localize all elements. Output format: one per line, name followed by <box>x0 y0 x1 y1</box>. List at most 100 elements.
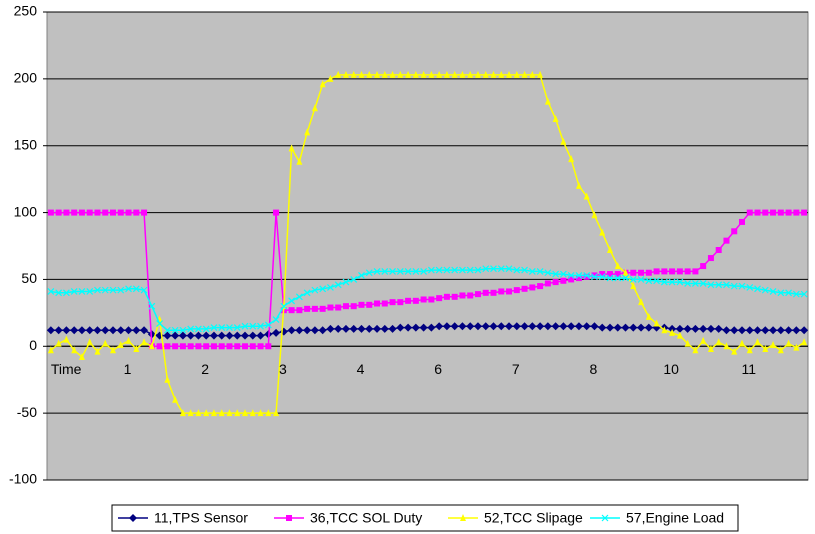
marker <box>389 70 396 78</box>
marker <box>459 292 466 299</box>
marker <box>754 209 761 216</box>
marker <box>567 271 575 279</box>
marker <box>319 285 327 293</box>
marker <box>661 326 668 334</box>
marker <box>357 324 366 333</box>
marker <box>303 289 311 297</box>
marker <box>171 331 180 340</box>
marker <box>70 326 79 335</box>
marker <box>117 340 124 348</box>
marker <box>575 181 582 189</box>
marker <box>179 326 187 334</box>
marker <box>366 70 373 78</box>
marker <box>792 326 801 335</box>
marker <box>164 343 171 350</box>
marker <box>242 343 249 350</box>
marker <box>793 209 800 216</box>
marker <box>218 343 225 350</box>
marker <box>148 342 155 350</box>
marker <box>754 338 761 346</box>
marker <box>575 271 583 279</box>
marker <box>319 80 326 88</box>
marker <box>210 409 217 417</box>
x-tick-label: 10 <box>663 361 679 377</box>
marker <box>691 324 700 333</box>
marker <box>210 343 217 350</box>
series-layer <box>46 70 809 417</box>
marker <box>210 324 218 331</box>
marker <box>78 288 86 295</box>
marker <box>288 307 295 314</box>
marker <box>55 289 63 297</box>
x-tick-label: Time <box>51 361 82 377</box>
marker <box>156 320 164 327</box>
marker <box>761 286 769 294</box>
marker <box>613 323 622 332</box>
marker <box>568 276 575 283</box>
marker <box>241 331 250 340</box>
marker <box>590 322 599 331</box>
marker <box>622 274 629 282</box>
marker <box>141 338 148 346</box>
marker <box>551 322 560 331</box>
marker <box>349 324 358 333</box>
marker <box>560 277 567 284</box>
marker <box>78 209 85 216</box>
marker <box>194 331 203 340</box>
legend-label: 52,TCC Slipage <box>484 510 583 526</box>
marker <box>101 286 109 294</box>
marker <box>692 346 699 354</box>
marker <box>412 70 419 78</box>
marker <box>374 300 381 307</box>
marker <box>645 312 652 320</box>
marker <box>754 285 761 293</box>
marker <box>684 339 691 347</box>
series <box>46 322 809 340</box>
marker <box>784 326 793 335</box>
marker <box>133 209 140 216</box>
marker <box>785 339 792 347</box>
marker <box>404 267 412 275</box>
marker <box>225 331 234 340</box>
marker <box>71 346 78 354</box>
marker <box>241 322 249 330</box>
legend: 11,TPS Sensor 36,TCC SOL Duty 52,TCC Slipa… <box>118 510 724 526</box>
marker <box>769 288 777 295</box>
marker <box>178 331 187 340</box>
marker <box>606 274 614 282</box>
x-tick-label: 4 <box>357 361 365 377</box>
marker <box>388 324 397 333</box>
marker <box>428 70 435 78</box>
marker <box>110 209 117 216</box>
marker <box>110 346 117 354</box>
marker <box>310 326 319 335</box>
marker <box>660 278 668 286</box>
marker <box>78 352 85 360</box>
marker <box>427 266 435 274</box>
marker <box>436 70 443 78</box>
marker <box>311 104 318 112</box>
marker <box>427 323 436 332</box>
marker <box>397 70 404 78</box>
marker <box>280 302 288 310</box>
marker <box>381 267 389 275</box>
marker <box>683 324 692 333</box>
marker <box>528 322 537 331</box>
marker <box>513 287 520 294</box>
marker <box>116 326 125 335</box>
marker <box>341 324 350 333</box>
marker <box>498 288 505 295</box>
marker <box>101 326 110 335</box>
series <box>47 265 808 334</box>
marker <box>404 323 413 332</box>
marker <box>451 266 459 274</box>
marker <box>575 275 582 282</box>
marker <box>460 514 466 521</box>
marker <box>622 268 629 276</box>
marker <box>94 286 101 294</box>
marker <box>373 324 382 333</box>
y-tick-label: -50 <box>17 404 37 420</box>
marker <box>653 319 660 327</box>
marker <box>86 209 93 216</box>
